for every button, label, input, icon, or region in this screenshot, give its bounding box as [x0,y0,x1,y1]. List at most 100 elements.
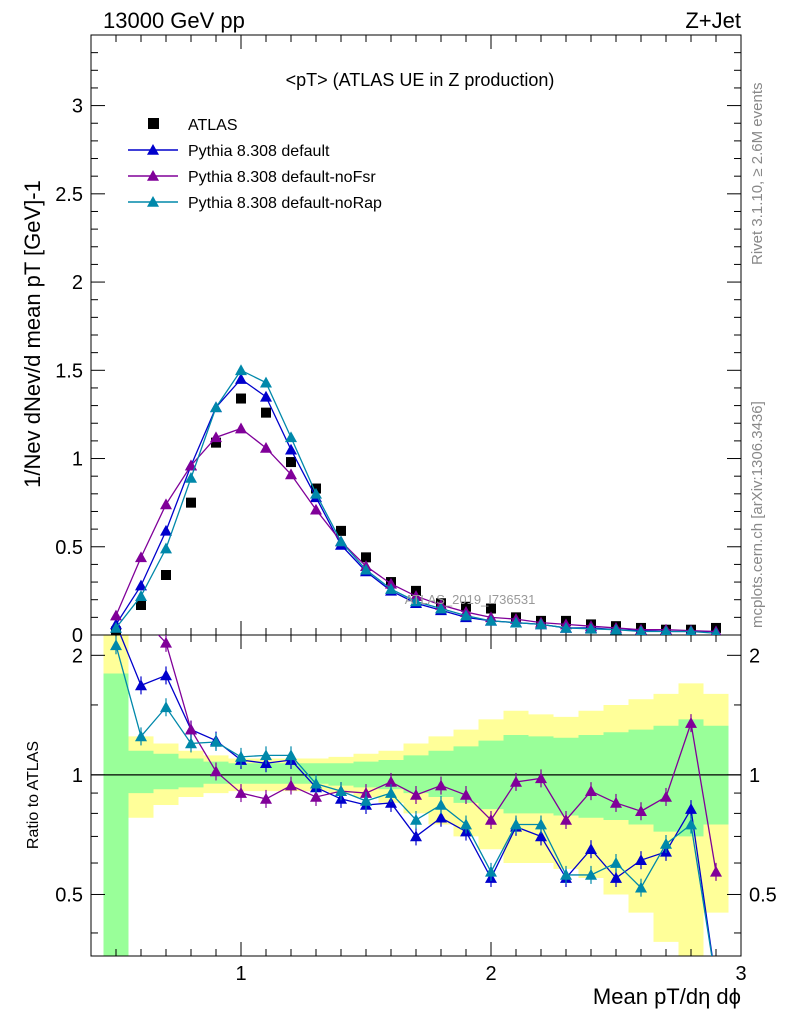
main-y-tick-label: 1.5 [55,360,83,382]
ratio-band-inner [103,673,729,956]
ratio-marker-noRap [110,639,122,651]
series-marker-noRap [110,621,122,633]
legend-label-noFsr: Pythia 8.308 default-noFsr [188,169,376,186]
series-marker-noRap [210,401,222,413]
legend-marker-noRap [147,196,159,207]
axes: 0 0.5 1 1.5 2 2.5 3 1 2 3 0.5 0.5 1 1 2 2 [55,35,777,985]
series-marker-noRap [635,625,647,635]
ratio-marker-noFsr [560,813,572,825]
ratio-marker-noFsr [160,636,172,648]
series-marker-noFsr [310,503,322,515]
main-y-axis-label: 1/Nev dNev/d mean pT [GeV]-1 [20,180,45,488]
ratio-marker-noRap [535,818,547,830]
legend-label-atlas: ATLAS [188,117,238,134]
ratio-marker-noRap [585,868,597,880]
ratio-marker-noRap [260,749,272,761]
ratio-marker-default [160,669,172,681]
ratio-marker-noRap [685,818,697,830]
atlas-data-point [361,552,371,563]
x-axis-label: Mean pT/dη dϕ [593,984,741,1009]
atlas-data-point [186,497,196,508]
ratio-marker-noFsr [110,579,122,590]
ratio-marker-noRap [160,701,172,713]
atlas-data-point [161,570,171,580]
main-y-tick-label: 2 [72,272,83,294]
ratio-marker-default [610,872,622,883]
legend-marker-noFsr [147,170,159,181]
series-marker-default [260,390,272,402]
ratio-marker-noFsr [710,865,722,877]
series-marker-default [135,579,147,591]
ratio-marker-noFsr [210,765,222,777]
ratio-marker-default [685,803,697,814]
series-noRap [110,364,721,635]
ratio-marker-noRap [410,813,422,825]
ratio-marker-noFsr [660,790,672,802]
ratio-marker-noRap [135,730,147,742]
series-marker-noRap [485,614,497,626]
series-marker-noRap [260,376,272,388]
ratio-marker-noFsr [310,790,322,802]
series-marker-noFsr [135,551,147,563]
ratio-marker-noRap [485,865,497,877]
series-marker-noRap [535,618,547,630]
series-marker-noRap [135,590,147,601]
series-marker-default [160,524,172,536]
series-marker-noFsr [260,441,272,453]
legend-marker-atlas [148,118,159,129]
legend-label-noRap: Pythia 8.308 default-noRap [188,195,382,212]
series-marker-noRap [685,625,697,635]
atlas-data-point [211,437,221,448]
mcplots-text: mcplots.cern.ch [arXiv:1306.3436] [749,401,766,628]
atlas-data-point [261,407,271,418]
series-marker-noFsr [235,422,247,434]
ratio-marker-noFsr [685,717,697,728]
main-y-tick-label: 1 [72,449,83,471]
ratio-y-tick-label-right: 0.5 [749,884,777,906]
series-marker-default [285,443,297,455]
series-marker-noRap [310,487,322,499]
ratio-marker-noFsr [435,779,447,791]
plot-title: <pT> (ATLAS UE in Z production) [286,70,555,90]
ratio-marker-noRap [435,798,447,810]
atlas-data-point [136,600,146,610]
series-marker-noFsr [160,498,172,510]
header-right: Z+Jet [685,8,741,33]
ratio-marker-noRap [360,794,372,806]
x-tick-label: 1 [235,963,246,985]
ratio-marker-noRap [385,787,397,798]
series-marker-noRap [435,602,447,614]
atlas-data-point [286,457,296,468]
ratio-marker-noRap [210,736,222,747]
header-left: 13000 GeV pp [103,8,245,33]
legend: ATLAS Pythia 8.308 default Pythia 8.308 de… [128,117,382,212]
atlas-data-point [486,603,496,614]
series-marker-noRap [610,623,622,635]
ratio-marker-default [410,830,422,842]
series-marker-noRap [185,471,197,483]
series-marker-noRap [385,583,397,594]
ratio-marker-default [435,811,447,823]
ratio-marker-noFsr [460,788,472,800]
series-marker-noRap [660,625,672,635]
main-series-group [110,364,722,635]
ratio-y-axis-label: Ratio to ATLAS [25,741,42,849]
atlas-data-point [336,525,346,536]
ratio-marker-noFsr [260,792,272,804]
ratio-marker-noFsr [285,779,297,791]
rivet-version-text: Rivet 3.1.10, ≥ 2.6M events [749,83,766,266]
ratio-marker-noRap [335,785,347,796]
x-tick-label: 2 [485,963,496,985]
atlas-data-point [236,393,246,404]
ratio-marker-noFsr [185,723,197,735]
ratio-marker-noFsr [610,796,622,808]
main-y-tick-label: 0 [72,625,83,647]
series-marker-noRap [711,627,721,635]
series-marker-noRap [235,364,247,376]
series-marker-noRap [360,563,372,575]
ratio-marker-noFsr [485,813,497,825]
x-tick-label: 3 [735,963,746,985]
ratio-y-tick-label: 2 [72,645,83,667]
series-marker-noRap [160,542,172,554]
